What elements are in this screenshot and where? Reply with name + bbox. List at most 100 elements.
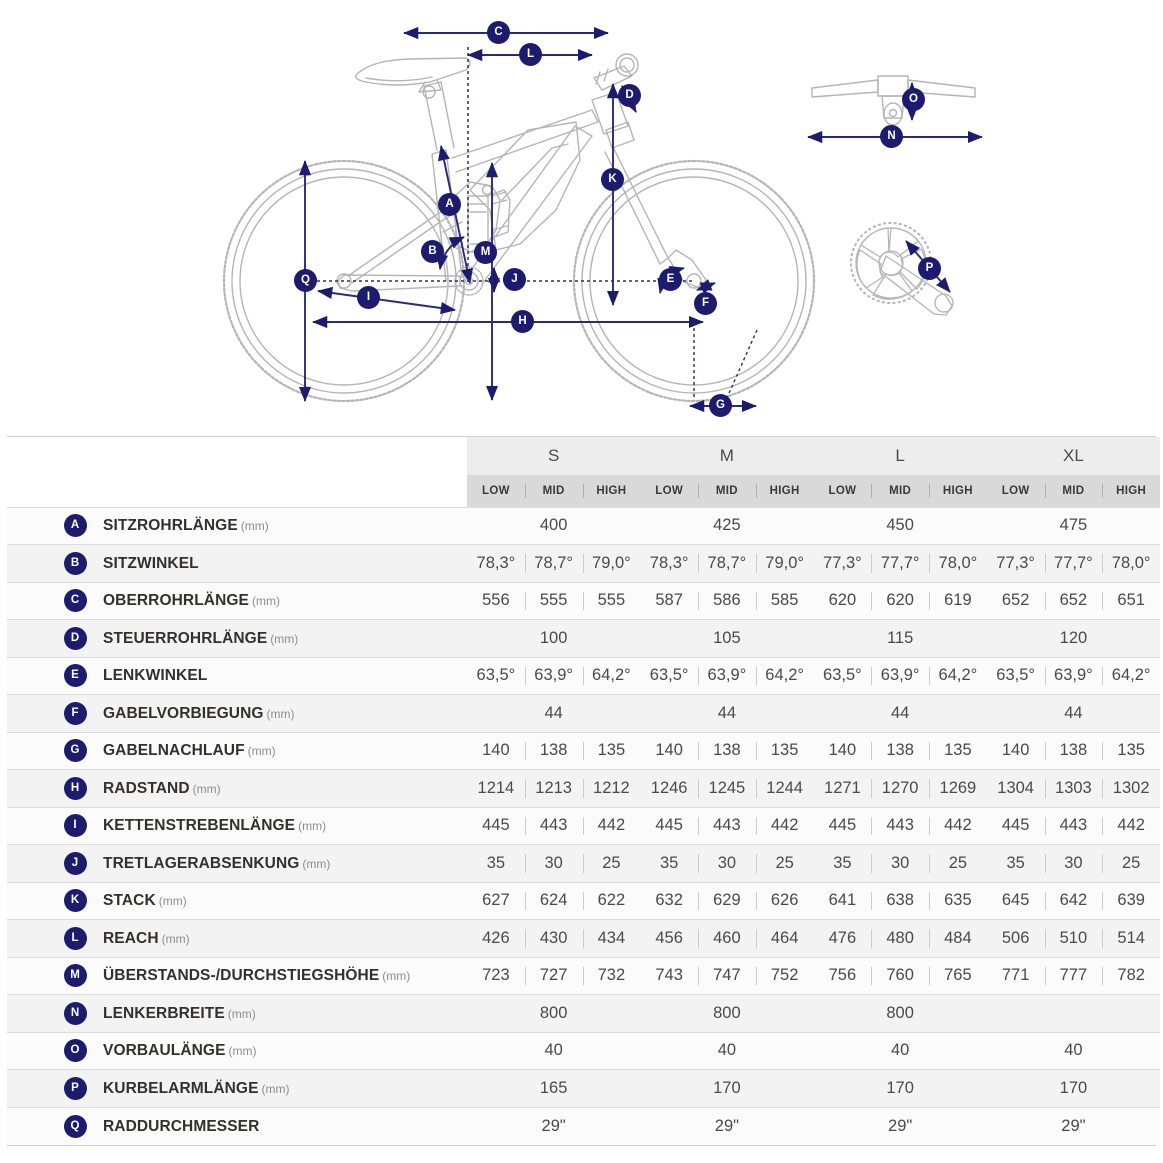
row-label-text: SITZROHRLÄNGE [103,517,238,535]
value-cell: 747 [698,956,756,995]
value-cell: 1304 [986,769,1045,807]
row-spacer-cell [7,506,49,545]
value-cell: 40 [813,1031,987,1070]
diagram-badge-J: J [503,268,526,291]
value-cell: 443 [524,806,583,845]
value-cell: 29" [986,1106,1161,1145]
row-letter-badge-cell: F [49,694,101,732]
value-cell: 442 [929,806,987,845]
value-cell: 732 [582,956,641,995]
value-cell: 1245 [698,769,756,807]
value-cell: 63,5° [813,656,872,695]
value-cell: 79,0° [755,544,814,582]
diagram-badge-D: D [618,84,641,107]
value-cell: 77,7° [871,544,930,582]
value-cell: 63,5° [640,656,698,695]
row-label-text: TRETLAGERABSENKUNG [103,854,300,872]
row-label-text: LENKERBREITE [103,1004,225,1022]
table-row: O VORBAULÄNGE (mm) 40 40 40 40 [7,1031,1161,1070]
row-spacer-cell [7,956,49,995]
table-row: G GABELNACHLAUF (mm) 140 138 135 140 138 135 140 1… [7,731,1161,770]
row-label-cell: GABELNACHLAUF (mm) [101,731,467,770]
value-cell: 555 [582,581,641,620]
row-unit-text: (mm) [382,969,411,984]
value-cell: 25 [929,844,987,882]
value-cell: 586 [698,581,756,620]
value-cell: 63,5° [467,656,525,695]
table-row: J TRETLAGERABSENKUNG (mm) 35 30 25 35 30 25 35 30 2… [7,844,1161,882]
row-label-text: SITZWINKEL [103,554,199,572]
row-letter-badge-cell: H [49,769,101,807]
value-cell: 1302 [1102,769,1161,807]
value-cell: 476 [813,919,872,957]
value-cell: 627 [467,881,525,920]
value-cell: 506 [986,919,1045,957]
value-cell: 434 [582,919,641,957]
dimension-line-F [696,279,716,294]
diagram-badge-L: L [519,43,542,66]
value-cell: 475 [986,506,1161,545]
value-cell: 44 [813,694,987,732]
value-cell: 44 [467,694,641,732]
value-cell: 777 [1044,956,1103,995]
value-cell: 29" [813,1106,987,1145]
grade-header-L-low: LOW [828,484,857,497]
row-letter-badge-cell: N [49,994,101,1032]
table-row: I KETTENSTREBENLÄNGE (mm) 445 443 442 445 443 44… [7,806,1161,845]
row-label-text: KURBELARMLÄNGE [103,1079,259,1097]
row-label-cell: ÜBERSTANDS-/DURCHSTIEGSHÖHE (mm) [101,956,467,995]
bike-geometry-diagram: A B C D E F G H I J K L M N O P Q [0,0,1163,436]
value-cell: 443 [698,806,756,845]
row-label-cell: LENKWINKEL [101,656,467,695]
table-row: L REACH (mm) 426 430 434 456 460 464 476 480 484 506… [7,919,1161,957]
row-label-cell: STEUERROHRLÄNGE (mm) [101,619,467,657]
value-cell: 443 [871,806,930,845]
row-letter-badge: M [63,964,87,988]
value-cell: 620 [813,581,872,620]
value-cell: 619 [929,581,987,620]
value-cell: 79,0° [582,544,641,582]
row-spacer-cell [7,694,49,732]
row-label-text: OBERROHRLÄNGE [103,592,249,610]
value-cell: 40 [640,1031,814,1070]
row-spacer-cell [7,1031,49,1070]
grade-header-row: LOW MID HIGH LOW MID HIGH LOW MID HIGH L… [7,475,1161,507]
value-cell: 450 [813,506,987,545]
value-cell: 138 [871,731,930,770]
row-letter-badge: K [63,889,87,913]
value-cell: 30 [1044,844,1103,882]
value-cell: 651 [1102,581,1161,620]
row-label-cell: STACK (mm) [101,881,467,920]
value-cell: 1271 [813,769,872,807]
size-header-S: S [547,446,560,465]
row-spacer-cell [7,1106,49,1145]
row-label-text: REACH [103,929,159,947]
row-unit-text: (mm) [251,594,280,609]
table-row: E LENKWINKEL 63,5° 63,9° 64,2° 63,5° 63,9° 64,2… [7,656,1161,695]
diagram-badge-O: O [902,88,925,111]
grade-header-M-high: HIGH [755,475,814,507]
grade-header-L-high: HIGH [929,475,987,507]
grade-header-M-mid: MID [698,475,756,507]
row-letter-badge: H [63,776,87,800]
size-header-blank [7,437,467,475]
value-cell: 771 [986,956,1045,995]
value-cell: 140 [986,731,1045,770]
row-label-cell: RADSTAND (mm) [101,769,467,807]
row-label-text: RADSTAND [103,779,190,797]
value-cell: 44 [640,694,814,732]
table-row: N LENKERBREITE (mm) 800 800 800 [7,994,1161,1032]
row-unit-text: (mm) [270,631,299,646]
row-unit-text: (mm) [261,1081,290,1096]
value-cell: 760 [871,956,930,995]
value-cell: 1214 [467,769,525,807]
value-cell: 120 [986,619,1161,657]
grade-header-M-low: LOW [655,484,683,497]
value-cell: 652 [986,581,1045,620]
value-cell: 40 [467,1031,641,1070]
row-letter-badge-cell: J [49,844,101,882]
value-cell: 100 [467,619,641,657]
dimension-line-A [438,145,473,284]
value-cell: 430 [524,919,583,957]
value-cell: 1244 [755,769,814,807]
